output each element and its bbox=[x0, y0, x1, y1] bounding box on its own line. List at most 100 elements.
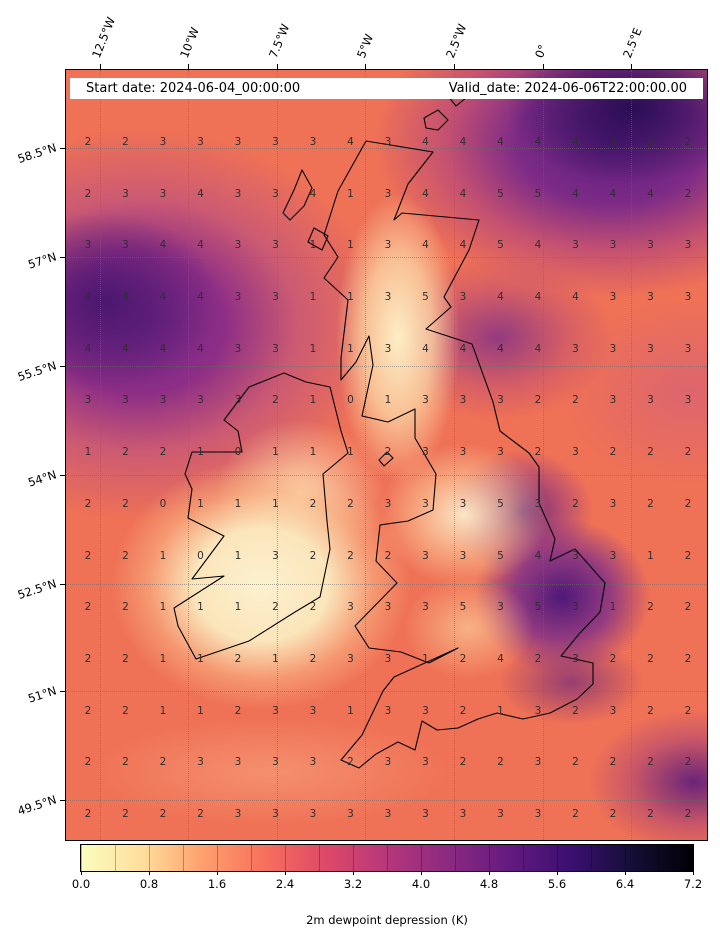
grid-value: 2 bbox=[609, 652, 617, 665]
grid-value: 1 bbox=[272, 652, 279, 665]
lat-tick bbox=[60, 800, 66, 801]
grid-value: 3 bbox=[647, 394, 654, 407]
grid-value: 2 bbox=[234, 652, 242, 665]
grid-value: 3 bbox=[272, 704, 279, 717]
grid-value: 4 bbox=[422, 239, 429, 252]
lon-tick bbox=[631, 64, 632, 70]
grid-value: 3 bbox=[234, 135, 242, 148]
grid-value: 2 bbox=[534, 445, 542, 458]
grid-value: 3 bbox=[234, 807, 242, 820]
grid-value: 2 bbox=[122, 652, 129, 665]
grid-value: 5 bbox=[422, 290, 429, 303]
grid-value: 4 bbox=[497, 290, 504, 303]
grid-value: 3 bbox=[384, 807, 392, 820]
grid-value: 3 bbox=[647, 290, 654, 303]
grid-value: 3 bbox=[384, 187, 392, 200]
colorbar-tick bbox=[81, 871, 82, 875]
grid-value: 3 bbox=[272, 187, 279, 200]
grid-value: 3 bbox=[684, 342, 692, 355]
map-plot: Start date: 2024-06-04_00:00:00 Valid_da… bbox=[65, 69, 708, 841]
grid-value: 3 bbox=[422, 445, 429, 458]
grid-value: 5 bbox=[497, 239, 504, 252]
graticule-parallel bbox=[66, 257, 707, 258]
grid-value: 1 bbox=[197, 600, 204, 613]
colorbar-tick-label: 7.2 bbox=[683, 877, 703, 891]
grid-value: 4 bbox=[197, 187, 204, 200]
grid-value: 0 bbox=[347, 394, 354, 407]
grid-value: 3 bbox=[534, 807, 542, 820]
grid-value: 2 bbox=[272, 394, 279, 407]
grid-value: 2 bbox=[84, 652, 92, 665]
grid-value: 4 bbox=[84, 342, 92, 355]
grid-value: 2 bbox=[534, 394, 542, 407]
grid-value: 2 bbox=[84, 600, 92, 613]
grid-value: 3 bbox=[234, 342, 242, 355]
grid-value: 4 bbox=[159, 342, 167, 355]
skye-coastline bbox=[307, 227, 329, 251]
grid-value: 3 bbox=[497, 394, 504, 407]
grid-value: 2 bbox=[684, 497, 692, 510]
grid-value: 3 bbox=[647, 342, 654, 355]
grid-value: 2 bbox=[84, 187, 92, 200]
graticule-meridian bbox=[454, 70, 455, 840]
grid-value: 3 bbox=[609, 497, 617, 510]
grid-value: 3 bbox=[684, 239, 692, 252]
grid-value: 4 bbox=[422, 135, 429, 148]
grid-value: 2 bbox=[309, 497, 317, 510]
grid-value: 2 bbox=[609, 807, 617, 820]
colorbar-tick bbox=[217, 871, 218, 875]
grid-value: 3 bbox=[422, 497, 429, 510]
grid-value: 2 bbox=[122, 135, 129, 148]
grid-value: 2 bbox=[347, 756, 354, 769]
grid-value: 2 bbox=[347, 549, 354, 562]
grid-value: 3 bbox=[347, 600, 354, 613]
grid-value: 2 bbox=[384, 549, 392, 562]
grid-value: 2 bbox=[272, 600, 279, 613]
grid-value: 2 bbox=[459, 652, 467, 665]
lat-tick bbox=[60, 584, 66, 585]
grid-value: 3 bbox=[384, 652, 392, 665]
grid-value: 1 bbox=[647, 549, 654, 562]
grid-value: 1 bbox=[384, 394, 392, 407]
colorbar-tick-label: 4.8 bbox=[479, 877, 499, 891]
graticule-meridian bbox=[543, 70, 544, 840]
grid-value: 2 bbox=[84, 756, 92, 769]
grid-value: 5 bbox=[497, 187, 504, 200]
grid-value: 1 bbox=[309, 290, 317, 303]
grid-value: 3 bbox=[609, 239, 617, 252]
grid-value: 2 bbox=[309, 600, 317, 613]
grid-value: 4 bbox=[459, 342, 467, 355]
grid-value: 3 bbox=[572, 239, 579, 252]
grid-value: 3 bbox=[309, 704, 317, 717]
graticule-meridian bbox=[277, 70, 278, 840]
lon-tick bbox=[100, 64, 101, 70]
grid-value: 4 bbox=[197, 239, 204, 252]
grid-value: 3 bbox=[272, 135, 279, 148]
grid-value: 4 bbox=[309, 187, 317, 200]
grid-value: 4 bbox=[84, 290, 92, 303]
colorbar-gradient bbox=[81, 845, 693, 871]
grid-value: 4 bbox=[497, 342, 504, 355]
grid-value: 3 bbox=[309, 807, 317, 820]
grid-value: 2 bbox=[572, 807, 579, 820]
graticule-parallel bbox=[66, 800, 707, 801]
grid-value: 4 bbox=[459, 135, 467, 148]
grid-value: 2 bbox=[534, 652, 542, 665]
grid-value: 5 bbox=[497, 497, 504, 510]
grid-value: 1 bbox=[309, 445, 317, 458]
grid-value: 3 bbox=[234, 239, 242, 252]
grid-value: 2 bbox=[572, 497, 579, 510]
grid-value: 4 bbox=[122, 290, 129, 303]
grid-value: 2 bbox=[572, 704, 579, 717]
grid-value: 3 bbox=[384, 290, 392, 303]
grid-value: 3 bbox=[272, 239, 279, 252]
grid-value: 3 bbox=[384, 342, 392, 355]
start-date-label: Start date: 2024-06-04_00:00:00 bbox=[86, 81, 301, 96]
grid-value: 4 bbox=[647, 187, 654, 200]
grid-value: 3 bbox=[609, 135, 617, 148]
grid-value: 2 bbox=[572, 394, 579, 407]
colorbar-tick bbox=[489, 871, 490, 875]
grid-value: 3 bbox=[159, 394, 167, 407]
colorbar-tick bbox=[353, 871, 354, 875]
